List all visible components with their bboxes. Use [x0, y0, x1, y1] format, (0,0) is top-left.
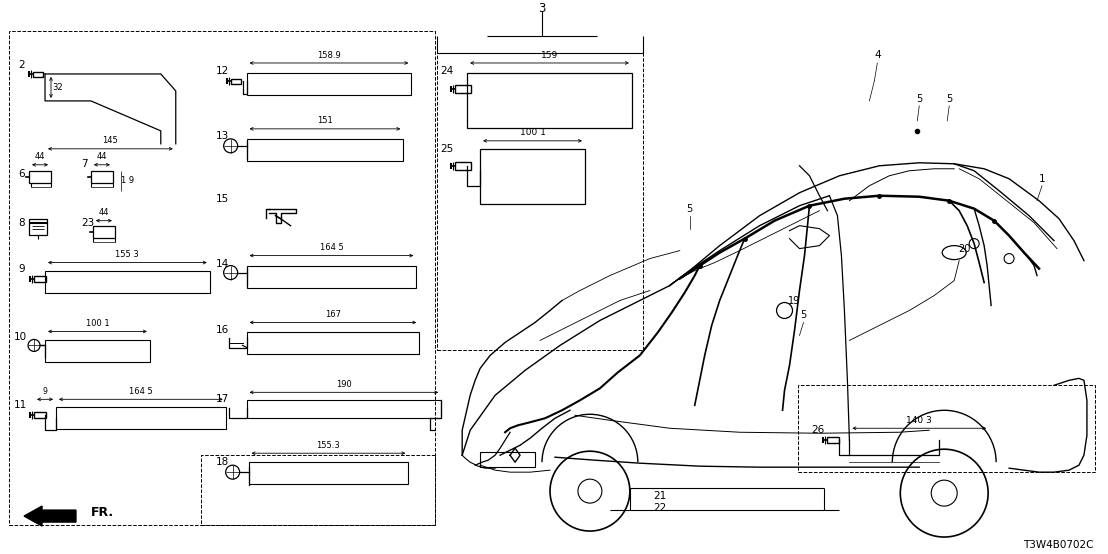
- Text: 15: 15: [216, 194, 229, 204]
- Bar: [29, 171, 51, 183]
- Text: 5: 5: [687, 204, 692, 214]
- Text: 12: 12: [216, 66, 229, 76]
- Text: 155 3: 155 3: [115, 250, 140, 259]
- FancyArrow shape: [24, 506, 76, 526]
- Text: 32: 32: [53, 83, 63, 92]
- Text: 44: 44: [34, 152, 45, 161]
- Text: 44: 44: [99, 208, 110, 217]
- Text: 9: 9: [42, 387, 48, 396]
- Text: 17: 17: [216, 394, 229, 404]
- Bar: [247, 139, 403, 161]
- Text: 19: 19: [789, 295, 801, 305]
- Text: 100 1: 100 1: [85, 319, 110, 328]
- Text: 8: 8: [18, 218, 24, 228]
- Text: 5: 5: [946, 94, 953, 104]
- Bar: [798, 386, 1095, 472]
- Text: 4: 4: [874, 50, 881, 60]
- Text: 26: 26: [811, 425, 824, 435]
- Bar: [247, 265, 417, 288]
- Text: 13: 13: [216, 131, 229, 141]
- Bar: [455, 162, 471, 170]
- Text: 2: 2: [18, 60, 24, 70]
- Bar: [34, 275, 47, 281]
- Bar: [455, 85, 471, 93]
- Bar: [438, 53, 643, 351]
- Bar: [480, 452, 535, 467]
- Text: 18: 18: [216, 457, 229, 467]
- Text: 5: 5: [916, 94, 922, 104]
- Text: 159: 159: [541, 50, 558, 59]
- Text: 5: 5: [800, 310, 807, 320]
- Bar: [248, 462, 408, 484]
- Text: 164 5: 164 5: [129, 387, 153, 396]
- Text: 158.9: 158.9: [317, 50, 341, 59]
- Text: 140 3: 140 3: [906, 416, 932, 425]
- Text: 167: 167: [325, 310, 341, 319]
- Bar: [201, 455, 435, 525]
- Text: 11: 11: [14, 401, 28, 411]
- Text: 25: 25: [440, 144, 453, 154]
- Text: 164 5: 164 5: [319, 243, 343, 252]
- Text: 24: 24: [440, 66, 453, 76]
- Text: 155.3: 155.3: [317, 441, 340, 450]
- Text: 190: 190: [336, 380, 352, 389]
- Text: 44: 44: [96, 152, 107, 161]
- Bar: [468, 73, 632, 128]
- Text: 16: 16: [216, 325, 229, 336]
- Text: 1: 1: [1038, 174, 1045, 184]
- Text: T3W4B0702C: T3W4B0702C: [1024, 540, 1094, 550]
- Text: 6: 6: [18, 169, 24, 179]
- Text: 23: 23: [81, 218, 94, 228]
- Text: 7: 7: [81, 159, 88, 169]
- Text: 100 1: 100 1: [520, 129, 545, 137]
- Text: 145: 145: [103, 136, 119, 145]
- Text: 1 9: 1 9: [121, 176, 134, 185]
- Text: 21: 21: [653, 491, 666, 501]
- Bar: [247, 73, 411, 95]
- Text: 14: 14: [216, 259, 229, 269]
- Text: 10: 10: [14, 332, 28, 342]
- Text: 151: 151: [317, 116, 332, 125]
- Bar: [9, 31, 435, 525]
- Bar: [91, 171, 113, 183]
- Bar: [480, 149, 585, 204]
- Bar: [247, 332, 419, 355]
- Bar: [29, 219, 47, 235]
- Bar: [247, 401, 441, 418]
- Bar: [33, 72, 43, 77]
- Bar: [230, 79, 240, 84]
- Bar: [45, 270, 209, 293]
- Text: 9: 9: [18, 264, 24, 274]
- Text: 20: 20: [958, 244, 971, 254]
- Bar: [828, 437, 840, 443]
- Text: FR.: FR.: [91, 506, 114, 519]
- Bar: [34, 412, 47, 418]
- Text: 3: 3: [538, 2, 546, 14]
- Text: 22: 22: [653, 503, 666, 513]
- Bar: [57, 407, 226, 429]
- Bar: [93, 225, 115, 238]
- Bar: [45, 340, 150, 362]
